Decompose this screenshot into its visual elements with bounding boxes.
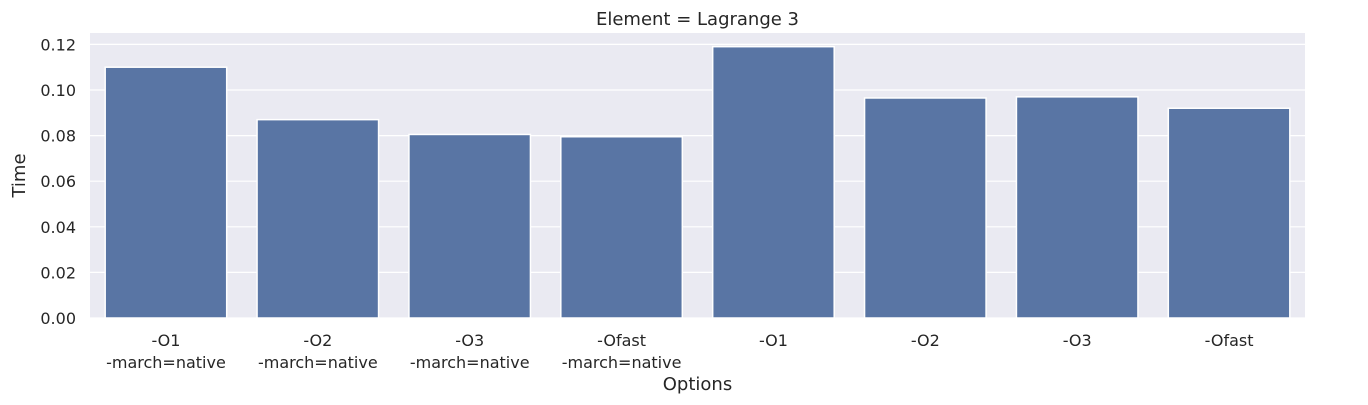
bar bbox=[863, 97, 987, 319]
bars bbox=[104, 45, 1291, 319]
x-tick-label: -O3 -march=native bbox=[410, 331, 530, 372]
bar bbox=[711, 45, 835, 319]
x-tick-label: -O2 -march=native bbox=[258, 331, 378, 372]
y-tick-label: 0.06 bbox=[40, 172, 76, 191]
x-tick-label: -Ofast bbox=[1205, 331, 1254, 350]
bar bbox=[256, 118, 380, 319]
y-axis-ticks: 0.00 0.02 0.04 0.06 0.08 0.10 0.12 bbox=[40, 35, 76, 328]
bar bbox=[1167, 107, 1291, 319]
x-tick-label: -O2 bbox=[911, 331, 940, 350]
y-tick-label: 0.10 bbox=[40, 81, 76, 100]
x-tick-label: -Ofast -march=native bbox=[562, 331, 682, 372]
y-tick-label: 0.02 bbox=[40, 263, 76, 282]
x-tick-label: -O3 bbox=[1063, 331, 1092, 350]
y-tick-label: 0.04 bbox=[40, 218, 76, 237]
bar bbox=[104, 66, 228, 319]
chart-title: Element = Lagrange 3 bbox=[596, 9, 799, 30]
x-tick-label: -O1 bbox=[759, 331, 788, 350]
y-tick-label: 0.08 bbox=[40, 127, 76, 146]
bar bbox=[408, 133, 532, 319]
bar bbox=[560, 135, 684, 319]
y-axis-label: Time bbox=[9, 153, 30, 198]
y-tick-label: 0.00 bbox=[40, 309, 76, 328]
x-tick-label: -O1 -march=native bbox=[106, 331, 226, 372]
x-axis-ticks: -O1 -march=native -O2 -march=native -O3 -marc… bbox=[106, 331, 1253, 372]
y-tick-label: 0.12 bbox=[40, 35, 76, 54]
x-axis-label: Options bbox=[663, 374, 732, 395]
bar bbox=[1015, 96, 1139, 319]
